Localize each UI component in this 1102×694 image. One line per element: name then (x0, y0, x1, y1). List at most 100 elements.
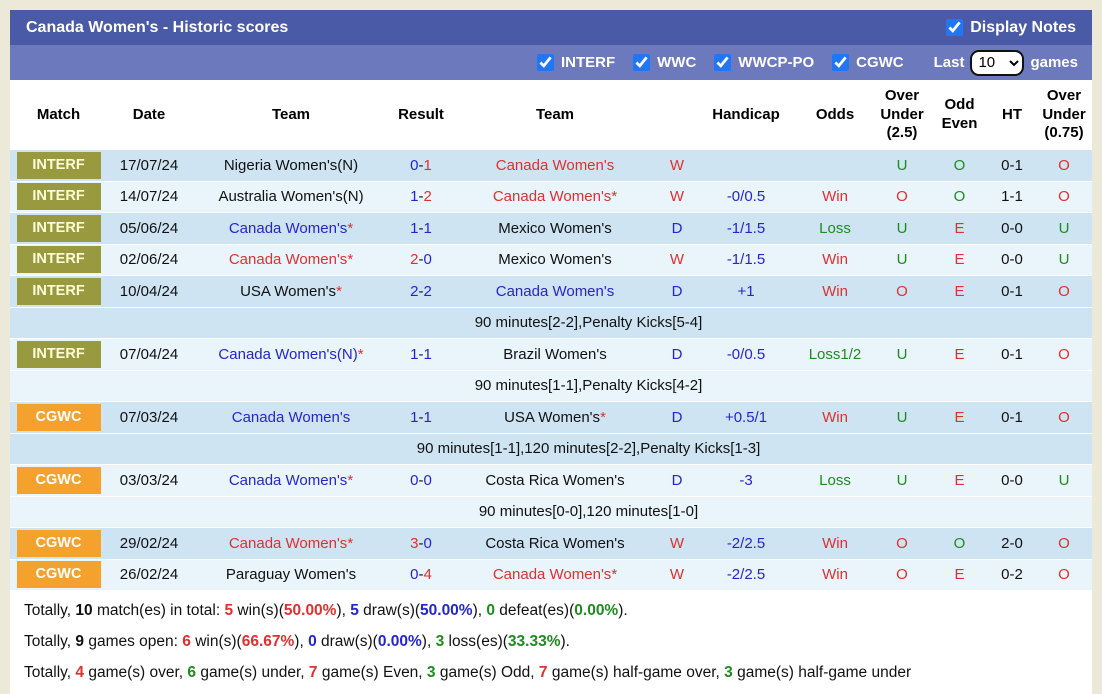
handicap-cell: +1 (737, 282, 755, 300)
league-checkbox-label: WWCP-PO (738, 54, 815, 71)
odd-even-cell: E (954, 251, 965, 269)
wdl-cell: W (669, 534, 685, 552)
over-under-2-5-cell: O (896, 566, 908, 584)
over-under-0-75-cell: O (1058, 566, 1070, 584)
league-filter-interf[interactable]: INTERF (536, 54, 615, 71)
away-team-cell: Canada Women's (495, 156, 615, 174)
display-notes-toggle[interactable]: Display Notes (946, 19, 1076, 37)
date-cell: 05/06/24 (119, 219, 179, 237)
league-badge: INTERF (16, 246, 101, 274)
column-header-ht: HT (1002, 105, 1022, 123)
title-bar: Canada Women's - Historic scores Display… (10, 10, 1092, 45)
last-games-select[interactable]: 10 (970, 49, 1025, 76)
league-badge: INTERF (16, 183, 101, 211)
date-cell: 26/02/24 (119, 566, 179, 584)
league-checkbox-cgwc[interactable] (832, 54, 850, 71)
date-cell: 07/04/24 (119, 345, 179, 363)
wdl-cell: D (671, 219, 683, 237)
column-header-odds: Odds (815, 105, 855, 123)
match-row: INTERF 10/04/24 USA Women's * 2-2 Canada Wome… (10, 276, 1092, 308)
table-header-row: Match Date Team Result Team Handicap Odds Over U… (10, 80, 1092, 150)
handicap-cell: -0/0.5 (726, 345, 766, 363)
over-under-0-75-cell: U (1058, 251, 1070, 269)
column-header-ou25: Over Under (2.5) (880, 86, 924, 142)
over-under-0-75-cell: O (1058, 534, 1070, 552)
games-label: games (1030, 54, 1078, 71)
column-header-handicap: Handicap (712, 105, 780, 123)
totals-line-3: Totally, 4 game(s) over, 6 game(s) under… (24, 664, 912, 681)
match-badge-cell: INTERF (10, 340, 107, 368)
over-under-2-5-cell: O (896, 188, 908, 206)
ht-cell: 0-0 (1001, 471, 1023, 489)
away-team-cell: Mexico Women's (498, 219, 612, 237)
over-under-0-75-cell: U (1058, 219, 1070, 237)
league-badge: INTERF (16, 214, 101, 242)
match-badge-cell: INTERF (10, 214, 107, 242)
league-checkbox-wwc[interactable] (633, 54, 651, 71)
page-title: Canada Women's - Historic scores (26, 18, 289, 36)
home-team-cell: Canada Women's(N) * (218, 345, 364, 363)
league-filter-bar: INTERF WWC WWCP-PO CGWC Last 10 games (10, 45, 1092, 80)
away-team-cell: Brazil Women's (503, 345, 607, 363)
over-under-0-75-cell: O (1058, 408, 1070, 426)
result-cell: 1-1 (410, 408, 432, 426)
match-row: CGWC 29/02/24 Canada Women's * 3-0 Costa Rica… (10, 528, 1092, 560)
result-cell: 1-1 (410, 345, 432, 363)
league-filter-wwc[interactable]: WWC (633, 54, 696, 71)
odds-cell: Loss (819, 471, 851, 489)
ht-cell: 0-1 (1001, 156, 1023, 174)
result-cell: 1-2 (410, 188, 432, 206)
match-note-row: 90 minutes[1-1],120 minutes[2-2],Penalty… (10, 433, 1092, 465)
handicap-cell: -0/0.5 (726, 188, 766, 206)
match-row: INTERF 07/04/24 Canada Women's(N) * 1-1 Brazi… (10, 339, 1092, 371)
over-under-2-5-cell: O (896, 282, 908, 300)
odd-even-cell: E (954, 408, 965, 426)
handicap-cell: -1/1.5 (726, 251, 766, 269)
league-badge: INTERF (16, 340, 101, 368)
odds-cell: Win (822, 534, 848, 552)
wdl-cell: D (671, 471, 683, 489)
result-cell: 0-1 (410, 156, 432, 174)
date-cell: 02/06/24 (119, 251, 179, 269)
odds-cell: Win (822, 282, 848, 300)
away-team-cell: Canada Women's * (492, 566, 618, 584)
date-cell: 29/02/24 (119, 534, 179, 552)
league-checkbox-label: CGWC (856, 54, 904, 71)
league-filter-wwcp-po[interactable]: WWCP-PO (714, 54, 814, 71)
league-badge: CGWC (16, 466, 101, 494)
table-body: INTERF 17/07/24 Nigeria Women's(N) 0-1 Canad… (10, 150, 1092, 591)
league-checkbox-interf[interactable] (536, 54, 554, 71)
league-badge: CGWC (16, 561, 101, 589)
over-under-0-75-cell: O (1058, 345, 1070, 363)
match-row: INTERF 14/07/24 Australia Women's(N) 1-2 Can… (10, 181, 1092, 213)
over-under-2-5-cell: U (896, 471, 908, 489)
column-header-result: Result (398, 105, 444, 123)
league-filter-cgwc[interactable]: CGWC (832, 54, 904, 71)
away-team-cell: Costa Rica Women's (485, 471, 625, 489)
match-note-row: 90 minutes[1-1],Penalty Kicks[4-2] (10, 370, 1092, 402)
over-under-2-5-cell: U (896, 156, 908, 174)
home-team-cell: Canada Women's * (228, 534, 354, 552)
match-badge-cell: CGWC (10, 466, 107, 494)
odds-cell: Win (822, 566, 848, 584)
odds-cell: Win (822, 251, 848, 269)
away-team-cell: Canada Women's * (492, 188, 618, 206)
home-team-cell: USA Women's * (240, 282, 342, 300)
odds-cell: Win (822, 188, 848, 206)
odds-cell: Loss (819, 219, 851, 237)
league-badge: INTERF (16, 277, 101, 305)
handicap-cell: -3 (739, 471, 753, 489)
odd-even-cell: O (953, 534, 966, 552)
match-badge-cell: INTERF (10, 246, 107, 274)
date-cell: 17/07/24 (119, 156, 179, 174)
match-row: INTERF 02/06/24 Canada Women's * 2-0 Mexico W… (10, 244, 1092, 276)
odd-even-cell: E (954, 219, 965, 237)
league-badge: INTERF (16, 151, 101, 179)
display-notes-checkbox[interactable] (946, 19, 964, 36)
handicap-cell: +0.5/1 (724, 408, 768, 426)
league-checkbox-wwcp-po[interactable] (714, 54, 732, 71)
totals-footer: Totally, 10 match(es) in total: 5 win(s)… (10, 591, 1092, 694)
over-under-0-75-cell: O (1058, 282, 1070, 300)
over-under-0-75-cell: O (1058, 156, 1070, 174)
match-badge-cell: INTERF (10, 183, 107, 211)
